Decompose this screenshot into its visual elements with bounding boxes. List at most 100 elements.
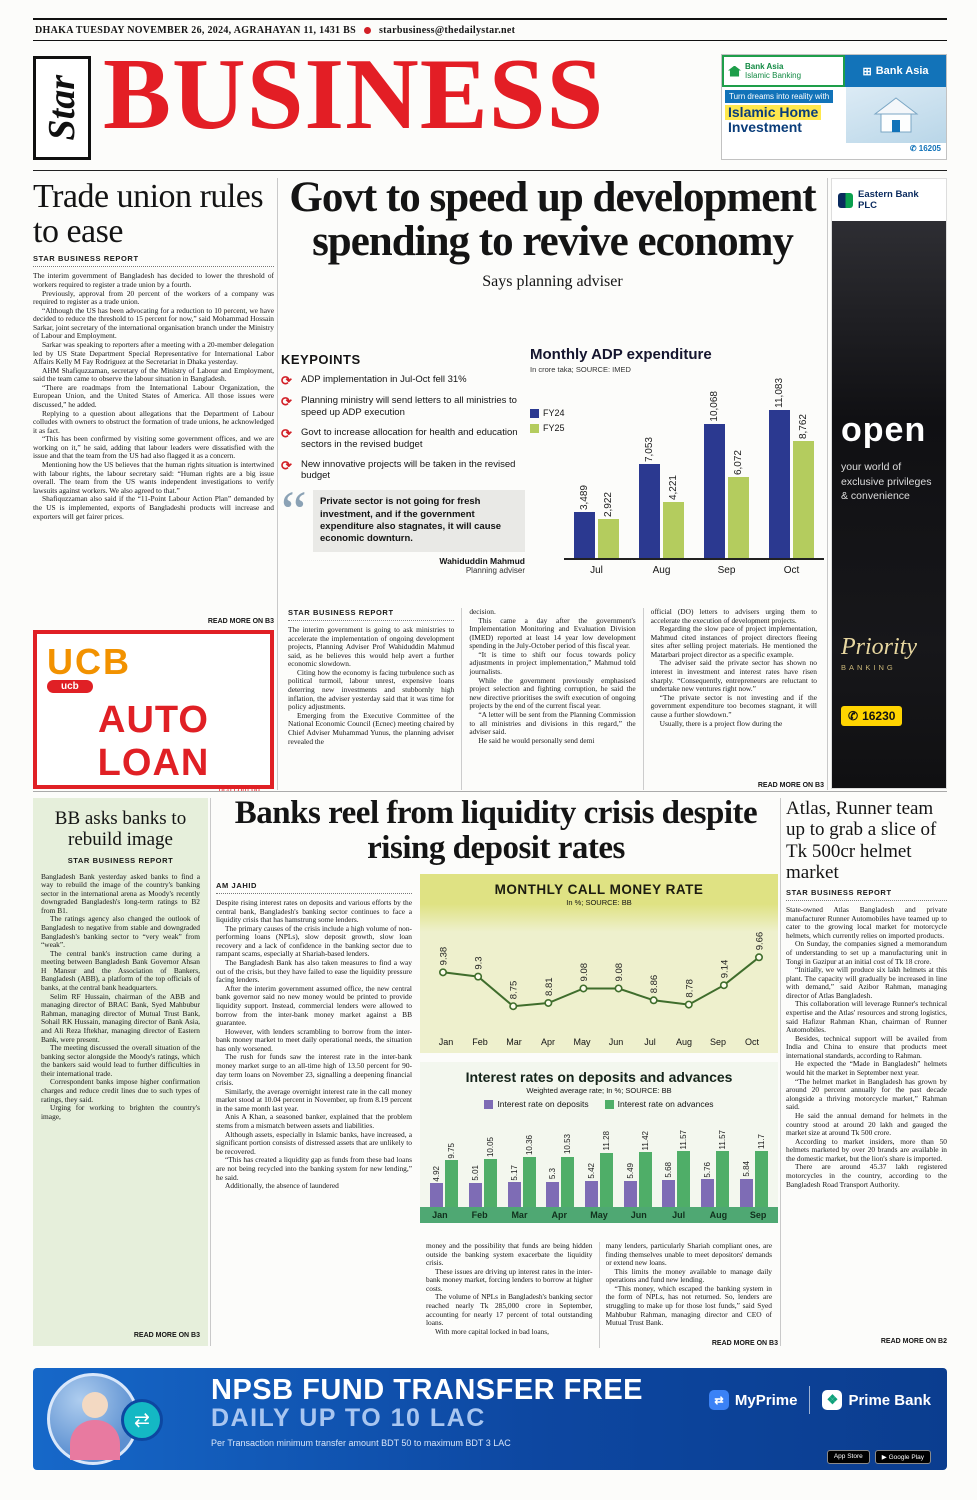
bar-column: 5.49: [623, 1111, 637, 1207]
data-point: [684, 1000, 693, 1009]
bar-column: 10.53: [561, 1111, 575, 1207]
keypoint-text: New innovative projects will be taken in…: [301, 458, 516, 482]
axis-label: May: [573, 1037, 591, 1047]
bar-group: 10,068 6,072: [694, 378, 759, 558]
article-byline: STAR BUSINESS REPORT: [786, 883, 947, 902]
read-more-link: READ MORE ON B3: [128, 1331, 200, 1340]
article-body: decision. This came a day after the gover…: [469, 608, 635, 784]
bar-column: 5.42: [585, 1111, 599, 1207]
column-divider: [277, 178, 278, 790]
keypoints-box: KEYPOINTS ⟳ ADP implementation in Jul-Oc…: [281, 352, 525, 604]
bar-group: 5.76 11.57: [696, 1111, 735, 1207]
paragraph: “This money, which escaped the banking s…: [605, 1283, 773, 1328]
bar-group: 5.68 11.57: [657, 1111, 696, 1207]
paragraph: “A letter will be sent from the Planning…: [469, 709, 636, 737]
paragraph: On Sunday, the companies signed a memora…: [786, 939, 947, 966]
paragraph: decision.: [469, 608, 496, 616]
liquidity-lower-columns: money and the possibility that funds are…: [420, 1242, 778, 1348]
article-trade-union: Trade union rules to ease STAR BUSINESS …: [33, 179, 274, 626]
bar: [769, 410, 790, 558]
axis-label: Jul: [590, 565, 603, 576]
hotline-number: 16205: [918, 144, 941, 153]
bank-asia-ad: Bank Asia Islamic Banking ⊞ Bank Asia Tu…: [721, 54, 947, 160]
keypoint-item: ⟳ Planning ministry will send letters to…: [281, 395, 525, 419]
islamic-banking-label: Islamic Banking: [745, 71, 802, 80]
bank-asia-logo: ⊞ Bank Asia: [845, 55, 946, 87]
bar-value-label: 5.84: [741, 1161, 751, 1177]
paragraph: “Initially, we will produce six lakh hel…: [786, 965, 947, 1000]
charts-block: MONTHLY CALL MONEY RATE In %; SOURCE: BB…: [420, 874, 778, 1223]
paragraph: Bangladesh Bank yesterday asked banks to…: [41, 872, 200, 915]
paragraph: This came a day after the government's I…: [469, 615, 636, 651]
paragraph: official (DO) letters to advisers urging…: [650, 608, 817, 625]
point-value-label: 9.14: [719, 960, 730, 979]
bar-value-label: 5.42: [587, 1163, 597, 1179]
article-bb-banks: BB asks banks to rebuild image STAR BUSI…: [33, 798, 208, 1346]
point-value-label: 8.75: [509, 981, 520, 1000]
paragraph: “It is time to shift our focus towards p…: [469, 649, 636, 677]
article-atlas-runner: Atlas, Runner team up to grab a slice of…: [786, 798, 947, 1346]
axis-label: Aug: [652, 565, 671, 576]
myprime-logo: ⇄ MyPrime: [708, 1390, 797, 1410]
bar-column: 4.92: [430, 1111, 444, 1207]
bar-value-label: 3,489: [579, 484, 590, 510]
article-liquidity-crisis: Banks reel from liquidity crisis despite…: [214, 796, 778, 1348]
bar: [639, 464, 660, 558]
interest-rates-chart: Interest rates on deposits and advances …: [420, 1062, 778, 1223]
bar-column: 7,053: [639, 378, 660, 558]
star-logo: Star: [33, 56, 91, 160]
ad-tagline: Turn dreams into reality with: [725, 90, 834, 103]
paragraph: The central bank's instruction came duri…: [41, 948, 200, 993]
bank-asia-grid-icon: ⊞: [862, 65, 872, 78]
bar-value-label: 11.42: [640, 1130, 650, 1151]
keypoint-item: ⟳ New innovative projects will be taken …: [281, 459, 525, 483]
point-value-label: 9.38: [439, 947, 450, 966]
paragraph: Additionally, the absence of laundered: [225, 1181, 339, 1191]
legend-swatch-icon: [530, 408, 539, 418]
bar-column: 5.01: [469, 1111, 482, 1207]
bar-group: 7,053 4,221: [629, 378, 694, 558]
read-more-link: READ MORE ON B3: [202, 617, 274, 626]
bar-value-label: 11.57: [679, 1129, 689, 1150]
ad-terms: Per Transaction minimum transfer amount …: [211, 1437, 511, 1448]
bar: [600, 1152, 614, 1207]
prime-bank-logo: ❖ Prime Bank: [822, 1390, 931, 1410]
bar-value-label: 10.05: [486, 1136, 495, 1157]
bar-column: 11.57: [677, 1111, 691, 1207]
bar: [623, 1180, 637, 1207]
point-value-label: 9.66: [755, 932, 766, 951]
phone-icon: ✆: [848, 709, 859, 724]
bar-value-label: 5.76: [703, 1161, 713, 1178]
bank-asia-islamic-brand: Bank Asia: [745, 61, 784, 71]
ad-logos: ⇄ MyPrime ❖ Prime Bank: [708, 1386, 931, 1414]
ad-tagline: your world of exclusive privileges & con…: [841, 461, 932, 503]
data-point: [509, 1002, 518, 1011]
bar: [728, 477, 749, 558]
ad-copy: NPSB FUND TRANSFER FREE DAILY UP TO 10 L…: [211, 1375, 643, 1448]
paragraph: “There are roadmaps from the Internation…: [33, 382, 274, 410]
myprime-app-icon: ⇄: [708, 1390, 729, 1410]
bar: [445, 1160, 459, 1207]
bar-group: 5.3 10.53: [541, 1111, 580, 1207]
ad-url: ucb.com.bd: [218, 785, 260, 795]
keypoint-item: ⟳ ADP implementation in Jul-Oct fell 31%: [281, 374, 525, 387]
paragraph: Replying to a question about allegations…: [33, 408, 274, 435]
call-money-rate-chart: MONTHLY CALL MONEY RATE In %; SOURCE: BB…: [420, 874, 778, 1053]
bar: [677, 1151, 691, 1207]
bar: [484, 1158, 497, 1207]
article-byline: STAR BUSINESS REPORT: [33, 249, 274, 268]
bar-column: 5.76: [701, 1111, 715, 1207]
prime-bank-ad: ⇄ NPSB FUND TRANSFER FREE DAILY UP TO 10…: [33, 1368, 947, 1470]
point-value-label: 9.08: [614, 963, 625, 982]
bar-group: 11,083 8,762: [759, 378, 824, 558]
legend-label: Interest rate on advances: [617, 1099, 714, 1109]
quote-author: Wahiduddin Mahmud: [439, 555, 525, 566]
bar: [662, 1179, 676, 1207]
x-axis-labels: Jul Aug Sep Oct: [564, 565, 824, 576]
chart-title: Monthly ADP expenditure: [530, 346, 712, 363]
app-store-badge: App Store: [826, 1450, 870, 1464]
paragraph: Anis A Khan, a seasoned banker, explaine…: [216, 1112, 412, 1131]
paragraph: The interim government of Bangladesh has…: [33, 272, 274, 289]
article-body: State-owned Atlas Bangladesh and private…: [786, 906, 947, 1330]
